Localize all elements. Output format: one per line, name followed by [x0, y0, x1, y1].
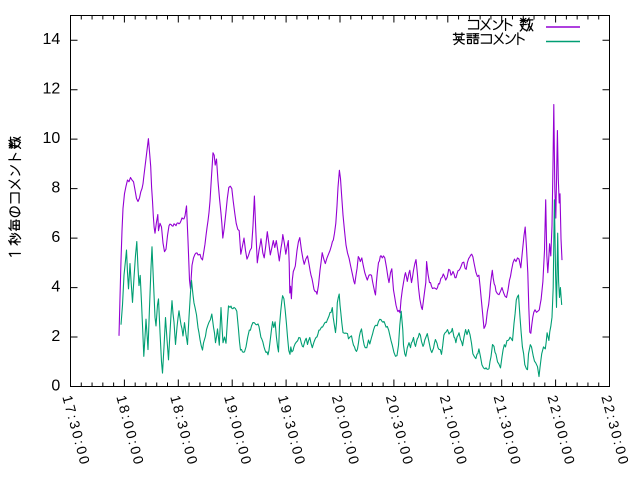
svg-text:10: 10	[43, 130, 61, 147]
svg-text:12: 12	[43, 81, 61, 98]
svg-text:4: 4	[51, 278, 60, 295]
svg-text:0: 0	[51, 377, 60, 394]
svg-text:14: 14	[43, 31, 61, 48]
svg-text:2: 2	[51, 328, 60, 345]
svg-text:6: 6	[51, 229, 60, 246]
svg-text:8: 8	[51, 179, 60, 196]
